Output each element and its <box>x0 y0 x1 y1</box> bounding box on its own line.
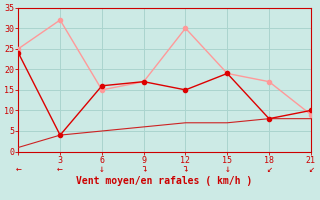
Text: ↙: ↙ <box>266 164 272 174</box>
X-axis label: Vent moyen/en rafales ( km/h ): Vent moyen/en rafales ( km/h ) <box>76 176 253 186</box>
Text: ↴: ↴ <box>182 164 188 174</box>
Text: ↓: ↓ <box>224 164 230 174</box>
Text: ↴: ↴ <box>141 164 147 174</box>
Text: ↙: ↙ <box>308 164 314 174</box>
Text: ←: ← <box>15 164 21 174</box>
Text: ↓: ↓ <box>99 164 105 174</box>
Text: ←: ← <box>57 164 63 174</box>
